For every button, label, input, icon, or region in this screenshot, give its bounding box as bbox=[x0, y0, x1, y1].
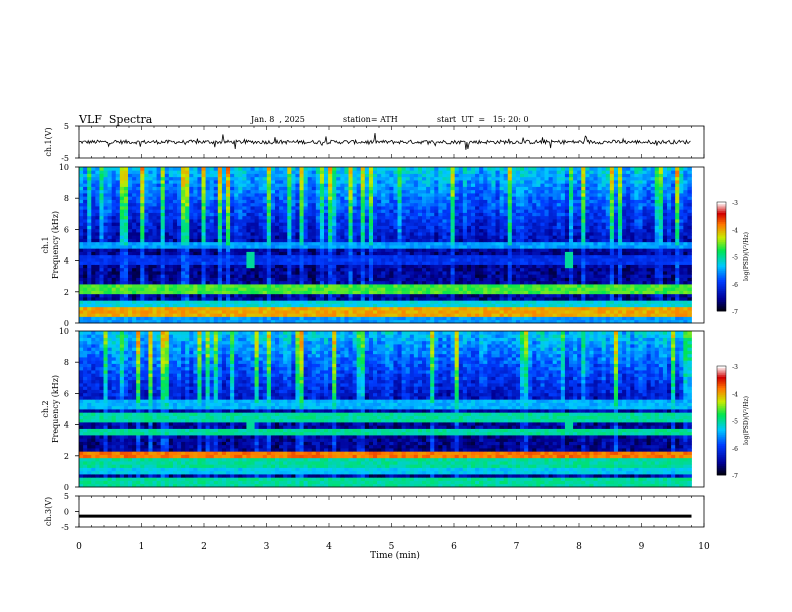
y-tick-label: 4 bbox=[64, 257, 69, 266]
spectrogram-ch1 bbox=[79, 167, 692, 323]
y-tick-label: 0 bbox=[64, 508, 69, 517]
x-tick-label: 9 bbox=[639, 542, 645, 552]
y-axis-label: ch.1(V) bbox=[44, 127, 53, 156]
y-tick-label: 8 bbox=[64, 358, 69, 367]
y-tick-label: 4 bbox=[64, 421, 69, 430]
y-tick-label: 10 bbox=[59, 327, 69, 336]
channel-label: ch.2 bbox=[41, 400, 50, 417]
x-tick-label: 8 bbox=[576, 542, 582, 552]
x-tick-label: 2 bbox=[201, 542, 207, 552]
x-axis-label: Time (min) bbox=[370, 550, 420, 561]
colorbar-tick-label: -6 bbox=[732, 446, 738, 453]
colorbar-tick-label: -3 bbox=[732, 200, 738, 207]
x-tick-label: 0 bbox=[76, 542, 82, 552]
y-axis-label: Frequency (kHz) bbox=[51, 375, 60, 443]
y-tick-label: -5 bbox=[61, 154, 69, 163]
channel-label: ch.1 bbox=[41, 236, 50, 253]
spectrogram-ch2 bbox=[79, 331, 692, 487]
colorbar bbox=[717, 366, 726, 475]
colorbar-tick-label: -3 bbox=[732, 364, 738, 371]
colorbar-tick-label: -7 bbox=[732, 309, 738, 316]
ch1-trace bbox=[79, 133, 691, 150]
x-tick-label: 10 bbox=[698, 542, 710, 552]
colorbar bbox=[717, 202, 726, 311]
colorbar-tick-label: -6 bbox=[732, 282, 738, 289]
x-tick-label: 7 bbox=[514, 542, 520, 552]
x-tick-label: 4 bbox=[326, 542, 332, 552]
colorbar-tick-label: -4 bbox=[732, 391, 738, 398]
y-axis-label: Frequency (kHz) bbox=[51, 211, 60, 279]
y-tick-label: 0 bbox=[64, 483, 69, 492]
y-tick-label: 10 bbox=[59, 163, 69, 172]
y-tick-label: 2 bbox=[64, 452, 69, 461]
colorbar-tick-label: -5 bbox=[732, 419, 738, 426]
x-tick-label: 6 bbox=[451, 542, 457, 552]
y-tick-label: -5 bbox=[61, 523, 69, 532]
colorbar-label: log(PSD)(V²/Hz) bbox=[743, 396, 750, 445]
y-tick-label: 2 bbox=[64, 288, 69, 297]
x-tick-label: 1 bbox=[139, 542, 145, 552]
y-tick-label: 8 bbox=[64, 194, 69, 203]
colorbar-label: log(PSD)(V²/Hz) bbox=[743, 232, 750, 281]
y-axis-label: ch.3(V) bbox=[44, 497, 53, 526]
colorbar-tick-label: -7 bbox=[732, 473, 738, 480]
y-tick-label: 5 bbox=[64, 492, 69, 501]
y-tick-label: 6 bbox=[64, 225, 69, 234]
colorbar-tick-label: -4 bbox=[732, 227, 738, 234]
y-tick-label: 6 bbox=[64, 389, 69, 398]
line-panel-frame bbox=[79, 496, 704, 527]
x-tick-label: 3 bbox=[264, 542, 270, 552]
y-tick-label: 5 bbox=[64, 122, 69, 131]
colorbar-tick-label: -5 bbox=[732, 255, 738, 262]
